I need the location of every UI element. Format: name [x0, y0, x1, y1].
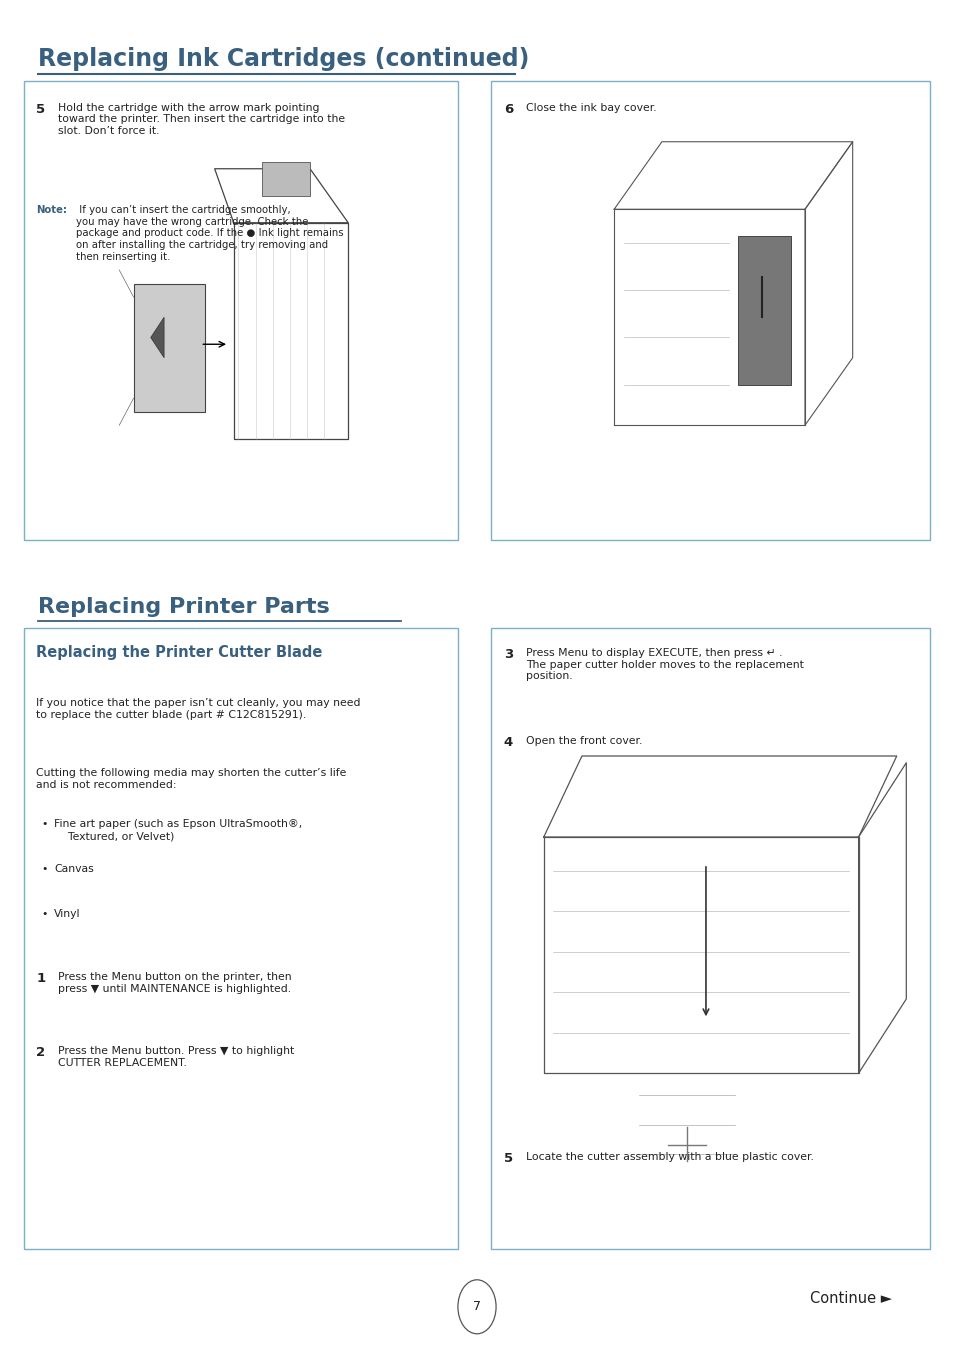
Text: 3: 3 [503, 648, 513, 662]
Text: •: • [41, 864, 48, 873]
Text: Fine art paper (such as Epson UltraSmooth®,
    Textured, or Velvet): Fine art paper (such as Epson UltraSmoot… [54, 819, 302, 841]
Text: Vinyl: Vinyl [54, 909, 81, 918]
FancyBboxPatch shape [133, 284, 205, 412]
Text: •: • [41, 819, 48, 829]
Polygon shape [858, 763, 905, 1073]
Text: •: • [41, 909, 48, 918]
Text: 6: 6 [503, 103, 513, 116]
FancyBboxPatch shape [24, 628, 457, 1249]
Text: Replacing Ink Cartridges (continued): Replacing Ink Cartridges (continued) [38, 47, 529, 72]
Polygon shape [804, 142, 852, 425]
Polygon shape [543, 837, 858, 1073]
FancyBboxPatch shape [671, 122, 747, 155]
Text: If you can’t insert the cartridge smoothly,
you may have the wrong cartridge. Ch: If you can’t insert the cartridge smooth… [76, 205, 344, 262]
Text: 4: 4 [503, 736, 513, 749]
Text: Replacing Printer Parts: Replacing Printer Parts [38, 597, 330, 617]
Text: Cutting the following media may shorten the cutter’s life
and is not recommended: Cutting the following media may shorten … [36, 768, 346, 790]
Text: 2: 2 [36, 1046, 46, 1060]
Text: 5: 5 [36, 103, 46, 116]
FancyBboxPatch shape [262, 162, 310, 196]
Text: Press the Menu button. Press ▼ to highlight
CUTTER REPLACEMENT.: Press the Menu button. Press ▼ to highli… [58, 1046, 294, 1068]
Polygon shape [614, 142, 852, 209]
FancyBboxPatch shape [738, 236, 790, 385]
Text: 1: 1 [36, 972, 46, 986]
Text: Note:: Note: [36, 205, 67, 215]
Text: Press the Menu button on the printer, then
press ▼ until MAINTENANCE is highligh: Press the Menu button on the printer, th… [58, 972, 292, 994]
Text: Continue ►: Continue ► [809, 1291, 891, 1307]
Text: If you notice that the paper isn’t cut cleanly, you may need
to replace the cutt: If you notice that the paper isn’t cut c… [36, 698, 360, 720]
Polygon shape [543, 756, 896, 837]
Text: 5: 5 [503, 1152, 513, 1165]
Text: 7: 7 [473, 1300, 480, 1314]
Circle shape [457, 1280, 496, 1334]
FancyBboxPatch shape [629, 1073, 743, 1174]
Text: Open the front cover.: Open the front cover. [525, 736, 641, 745]
Polygon shape [214, 169, 348, 223]
FancyBboxPatch shape [491, 628, 929, 1249]
Text: Hold the cartridge with the arrow mark pointing
toward the printer. Then insert : Hold the cartridge with the arrow mark p… [58, 103, 345, 136]
FancyBboxPatch shape [491, 81, 929, 540]
Polygon shape [151, 317, 164, 358]
FancyBboxPatch shape [24, 81, 457, 540]
Text: Press Menu to display EXECUTE, then press ↵ .
The paper cutter holder moves to t: Press Menu to display EXECUTE, then pres… [525, 648, 802, 682]
Text: Replacing the Printer Cutter Blade: Replacing the Printer Cutter Blade [36, 645, 322, 660]
Text: Canvas: Canvas [54, 864, 94, 873]
Text: Close the ink bay cover.: Close the ink bay cover. [525, 103, 656, 112]
Text: Locate the cutter assembly with a blue plastic cover.: Locate the cutter assembly with a blue p… [525, 1152, 813, 1161]
